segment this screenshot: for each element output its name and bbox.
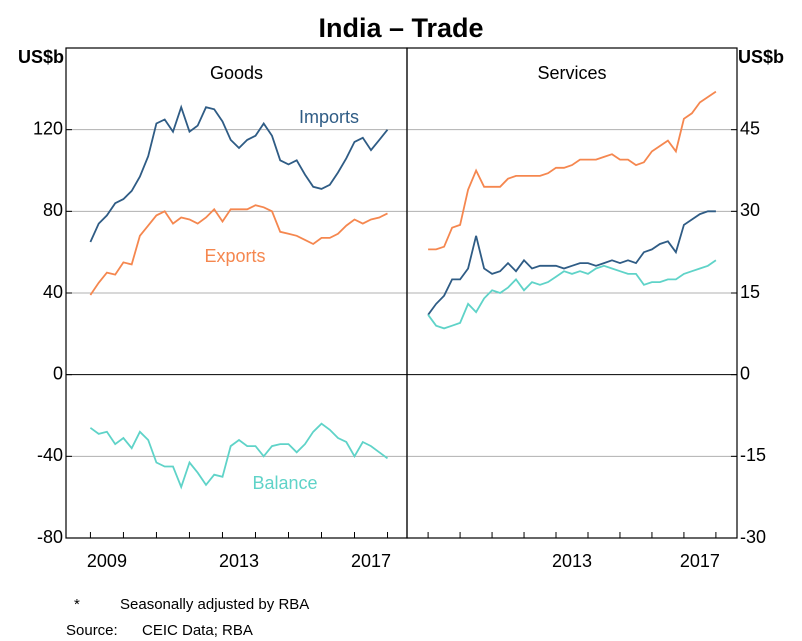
source: CEIC Data; RBA [142,622,253,639]
y-tick-label: 40 [43,282,63,302]
series-line [89,104,389,243]
y-tick-label: -40 [37,445,63,465]
y-unit-label: US$b [18,47,64,67]
y-tick-label: -15 [740,445,766,465]
y-tick-label: -80 [37,527,63,547]
series-line [428,90,717,251]
y-tick-label: 30 [740,200,760,220]
x-tick-label: 2009 [87,551,127,571]
x-tick-label: 2017 [680,551,720,571]
x-tick-label: 2013 [219,551,259,571]
y-tick-label: 15 [740,282,760,302]
plot-frame [406,47,738,539]
series-label: Balance [252,473,317,493]
chart-title: India – Trade [318,13,483,43]
panel-title: Goods [210,63,263,83]
source-label: Source: [66,622,118,639]
series-line [427,259,717,330]
x-tick-label: 2017 [351,551,391,571]
footnote-marker: * [74,596,80,613]
series-label: Imports [299,107,359,127]
y-unit-label: US$b [738,47,784,67]
footnote: Seasonally adjusted by RBA [120,596,309,613]
y-tick-label: -30 [740,527,766,547]
panel-title: Services [537,63,606,83]
series-line [89,422,389,490]
y-tick-label: 0 [53,363,63,383]
y-tick-label: 120 [33,118,63,138]
series-line [89,204,388,296]
series-label: Exports [204,246,265,266]
y-tick-label: 80 [43,200,63,220]
x-tick-label: 2013 [552,551,592,571]
y-tick-label: 45 [740,118,760,138]
series-line [427,210,716,316]
y-tick-label: 0 [740,363,750,383]
